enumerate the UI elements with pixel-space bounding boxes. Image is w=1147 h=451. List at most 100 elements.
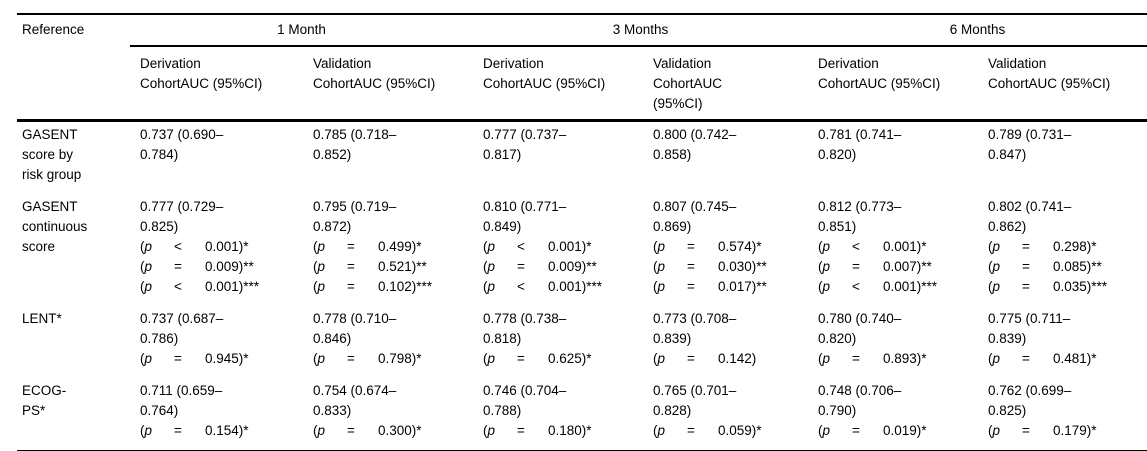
p-operator: = [347,351,355,366]
paren-char: ( [140,351,145,366]
auc-value: 0.795 (0.719– 0.872) [313,199,397,234]
p-symbol: p [487,239,496,254]
paren-char: ( [653,279,658,294]
p-symbol: p [144,259,153,274]
paren-char: ( [653,259,658,274]
auc-cell: 0.773 (0.708– 0.839) (p = 0.142) [643,306,808,378]
p-symbol: p [657,259,666,274]
auc-cell: 0.785 (0.718– 0.852) [303,121,473,195]
p-symbol: p [992,279,1001,294]
p-symbol: p [822,351,831,366]
p-value-line: (p = 0.007)** [818,257,972,277]
paren-char: ( [140,259,145,274]
p-value: 0.625)* [548,351,592,366]
paren-char: ( [313,279,318,294]
row-label: GASENT continuous score [22,199,88,254]
p-open-paren: (p [988,349,1022,369]
p-symbol: p [144,239,153,254]
p-value-line: (p = 0.009)** [483,257,637,277]
table-row: GASENT continuous score 0.777 (0.729– 0.8… [17,194,1147,306]
p-open-paren: (p [653,237,687,257]
p-operator: = [347,239,355,254]
auc-value: 0.778 (0.710– 0.846) [313,311,397,346]
auc-cell: 0.737 (0.690– 0.784) [130,121,303,195]
paren-char: ( [483,351,488,366]
paren-char: ( [988,239,993,254]
auc-value: 0.762 (0.699– 0.825) [988,383,1072,418]
p-operator: = [687,423,695,438]
auc-value: 0.737 (0.687– 0.786) [140,311,224,346]
p-value: 0.179)* [1053,423,1097,438]
p-symbol: p [822,239,831,254]
p-value: 0.085)** [1053,259,1102,274]
p-operator: < [852,279,860,294]
auc-value: 0.748 (0.706– 0.790) [818,383,902,418]
p-open-paren: (p [818,257,852,277]
auc-cell: 0.789 (0.731– 0.847) [978,121,1147,195]
p-operator: < [852,239,860,254]
auc-cell: 0.781 (0.741– 0.820) [808,121,978,195]
paren-char: ( [483,423,488,438]
month-group-header: 1 Month [130,14,473,47]
p-symbol: p [487,351,496,366]
p-operator: = [174,259,182,274]
p-open-paren: (p [483,237,517,257]
p-value-line: (p <0.001)*** [818,277,972,297]
paren-char: ( [818,239,823,254]
cohort-subheader: Validation CohortAUC (95%CI) [303,46,473,122]
auc-value: 0.777 (0.729– 0.825) [140,199,224,234]
cohort-subheader: Derivation CohortAUC (95%CI) [130,46,303,122]
p-value: 0.154)* [205,423,249,438]
paren-char: ( [988,351,993,366]
paren-char: ( [653,423,658,438]
p-value: 0.001)*** [883,279,938,294]
p-operator: = [852,351,860,366]
p-symbol: p [657,239,666,254]
paren-char: ( [653,239,658,254]
auc-value: 0.754 (0.674– 0.833) [313,383,397,418]
p-value-line: (p = 0.059)* [653,421,802,441]
p-value: 0.798)* [378,351,422,366]
paren-char: ( [653,351,658,366]
p-symbol: p [657,351,666,366]
table-row: LENT* 0.737 (0.687– 0.786) (p = 0.945)* 0.778… [17,306,1147,378]
p-value-line: (p = 0.499)* [313,237,467,257]
p-symbol: p [317,351,326,366]
p-value-line: (p = 0.180)* [483,421,637,441]
p-symbol: p [822,423,831,438]
row-label: GASENT score by risk group [22,127,82,182]
auc-cell: 0.777 (0.737– 0.817) [473,121,643,195]
p-symbol: p [144,351,153,366]
p-symbol: p [144,423,153,438]
p-operator: < [174,279,182,294]
p-value: 0.030)** [718,259,767,274]
p-symbol: p [487,259,496,274]
auc-value: 0.746 (0.704– 0.788) [483,383,567,418]
p-symbol: p [992,239,1001,254]
p-open-paren: (p [818,349,852,369]
p-value: 0.017)** [718,279,767,294]
p-symbol: p [992,423,1001,438]
p-value-line: (p = 0.300)* [313,421,467,441]
p-operator: = [174,423,182,438]
p-operator: = [517,423,525,438]
p-value-line: (p = 0.035)*** [988,277,1141,297]
p-symbol: p [317,239,326,254]
auc-cell: 0.737 (0.687– 0.786) (p = 0.945)* [130,306,303,378]
month-group-header: 3 Months [473,14,808,47]
p-operator: = [1022,279,1030,294]
p-open-paren: (p [313,277,347,297]
paren-char: ( [483,259,488,274]
p-open-paren: (p [313,257,347,277]
auc-cell: 0.812 (0.773– 0.851) (p <0.001)* (p = 0.007)*… [808,194,978,306]
auc-comparison-table: Reference 1 Month 3 Months 6 Months Deriva… [17,13,1147,451]
p-value-line: (p = 0.481)* [988,349,1141,369]
row-label: ECOG- PS* [17,378,130,451]
auc-value: 0.781 (0.741– 0.820) [818,127,902,162]
p-value-line: (p = 0.179)* [988,421,1141,441]
p-value-line: (p = 0.030)** [653,257,802,277]
p-symbol: p [487,423,496,438]
p-value: 0.059)* [718,423,762,438]
p-value: 0.298)* [1053,239,1097,254]
p-value: 0.102)*** [378,279,433,294]
